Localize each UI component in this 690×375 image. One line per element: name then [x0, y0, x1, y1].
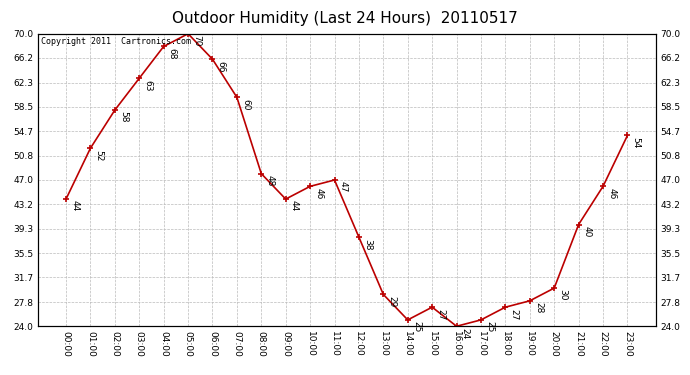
Text: 47: 47: [339, 182, 348, 193]
Text: 28: 28: [534, 302, 543, 313]
Text: 38: 38: [363, 238, 372, 250]
Text: Copyright 2011  Cartronics.com: Copyright 2011 Cartronics.com: [41, 37, 191, 46]
Text: 44: 44: [70, 201, 79, 212]
Text: 25: 25: [412, 321, 421, 333]
Text: 25: 25: [485, 321, 494, 333]
Text: 27: 27: [509, 309, 519, 320]
Text: 68: 68: [168, 48, 177, 59]
Text: 60: 60: [241, 99, 250, 110]
Text: 40: 40: [583, 226, 592, 237]
Text: 66: 66: [217, 61, 226, 72]
Text: 63: 63: [144, 80, 152, 91]
Text: 52: 52: [95, 150, 103, 161]
Text: 70: 70: [193, 35, 201, 46]
Text: 24: 24: [461, 328, 470, 339]
Text: 58: 58: [119, 111, 128, 123]
Text: 48: 48: [266, 175, 275, 186]
Text: Outdoor Humidity (Last 24 Hours)  20110517: Outdoor Humidity (Last 24 Hours) 2011051…: [172, 11, 518, 26]
Text: 54: 54: [631, 137, 640, 148]
Text: 44: 44: [290, 201, 299, 212]
Text: 46: 46: [314, 188, 324, 199]
Text: 29: 29: [388, 296, 397, 307]
Text: 27: 27: [436, 309, 445, 320]
Text: 46: 46: [607, 188, 616, 199]
Text: 30: 30: [558, 290, 567, 301]
